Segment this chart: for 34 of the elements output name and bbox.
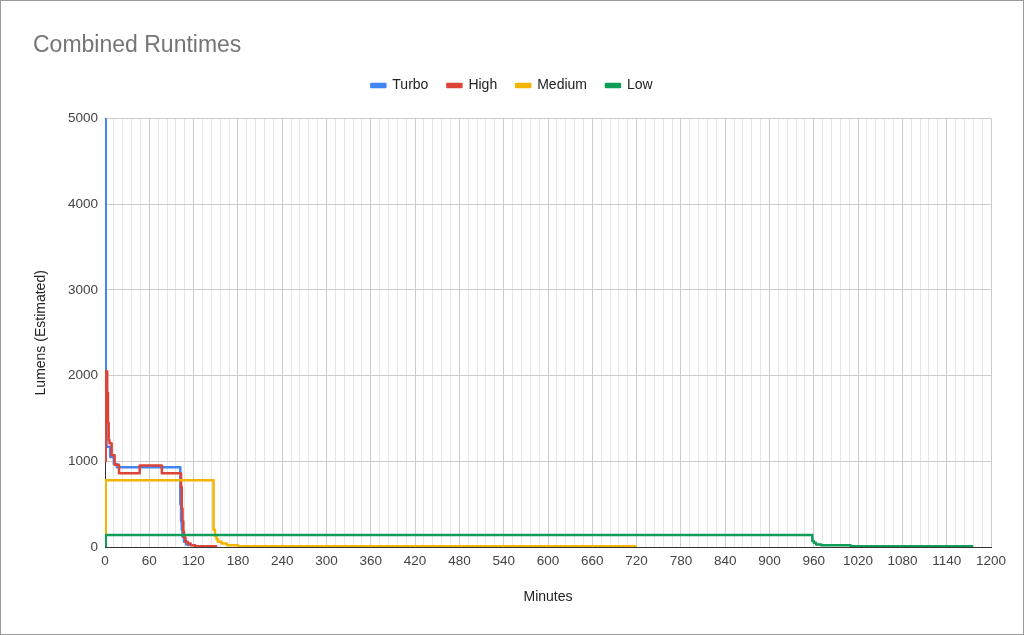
- x-tick-label: 840: [713, 552, 737, 568]
- x-tick-label: 180: [226, 552, 250, 568]
- y-tick-label: 4000: [67, 196, 98, 211]
- x-tick-label: 300: [315, 552, 338, 568]
- x-axis-title: Minutes: [523, 588, 573, 605]
- x-tick-label: 480: [448, 552, 471, 568]
- x-tick-label: 240: [270, 552, 294, 568]
- x-tick-label: 900: [758, 552, 781, 568]
- x-tick-label: 360: [359, 552, 383, 568]
- x-tick-label: 1140: [932, 552, 962, 568]
- chart-title: Combined Runtimes: [33, 31, 242, 58]
- x-tick-label: 420: [403, 552, 427, 568]
- x-tick-label: 540: [492, 552, 515, 568]
- x-tick-label: 660: [581, 552, 604, 568]
- x-tick-label: 60: [141, 552, 157, 568]
- legend-label: High: [468, 76, 498, 93]
- y-tick-label: 0: [90, 538, 98, 554]
- x-tick-label: 0: [101, 552, 109, 568]
- x-tick-label: 1200: [975, 552, 1007, 568]
- y-axis-title: Lumens (Estimated): [32, 270, 49, 396]
- y-tick-label: 5000: [67, 110, 98, 126]
- x-tick-label: 960: [802, 552, 826, 568]
- x-tick-label: 1020: [843, 552, 874, 568]
- legend-label: Low: [626, 76, 654, 93]
- x-tick-label: 120: [182, 552, 205, 568]
- y-tick-label: 2000: [67, 367, 98, 383]
- y-tick-label: 3000: [67, 281, 98, 297]
- x-tick-label: 780: [669, 552, 693, 568]
- legend-label: Medium: [537, 76, 587, 93]
- x-tick-label: 600: [536, 552, 560, 568]
- x-tick-label: 1080: [887, 552, 918, 568]
- legend-label: Turbo: [392, 76, 429, 93]
- y-tick-label: 1000: [67, 453, 98, 469]
- x-tick-label: 720: [625, 552, 648, 568]
